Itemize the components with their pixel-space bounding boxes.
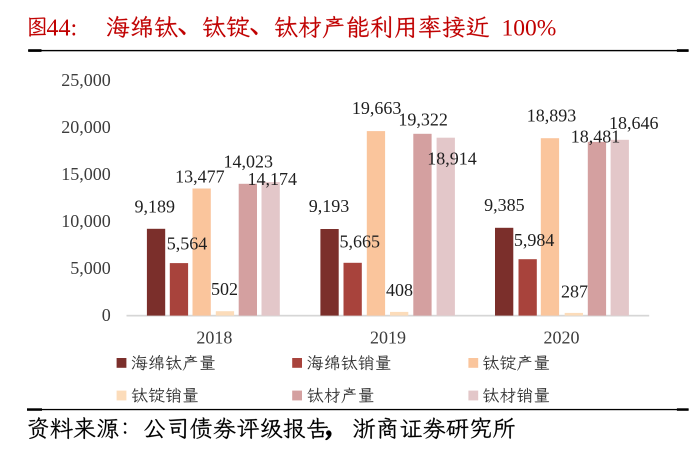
svg-text:14,023: 14,023 bbox=[223, 152, 273, 172]
svg-text:15,000: 15,000 bbox=[61, 164, 111, 184]
svg-text:100%: 100% bbox=[502, 16, 557, 42]
svg-text:9,193: 9,193 bbox=[309, 196, 350, 216]
svg-text:18,481: 18,481 bbox=[571, 127, 621, 147]
svg-text:408: 408 bbox=[386, 280, 413, 300]
svg-text:2019: 2019 bbox=[370, 327, 406, 347]
svg-text:13,477: 13,477 bbox=[175, 166, 225, 186]
svg-text:502: 502 bbox=[211, 279, 238, 299]
svg-text:19,663: 19,663 bbox=[352, 98, 402, 118]
svg-text:5,984: 5,984 bbox=[514, 230, 555, 250]
svg-text:20,000: 20,000 bbox=[61, 117, 111, 137]
svg-text:25,000: 25,000 bbox=[61, 70, 111, 90]
svg-text:9,385: 9,385 bbox=[484, 195, 525, 215]
svg-text:18,914: 18,914 bbox=[427, 148, 477, 168]
svg-text:10,000: 10,000 bbox=[61, 211, 111, 231]
svg-text:18,646: 18,646 bbox=[609, 113, 659, 133]
svg-text:2018: 2018 bbox=[196, 327, 232, 347]
svg-text:18,893: 18,893 bbox=[527, 106, 577, 126]
svg-text:14,174: 14,174 bbox=[247, 169, 297, 189]
svg-text:287: 287 bbox=[561, 282, 588, 302]
svg-text:5,665: 5,665 bbox=[339, 231, 380, 251]
svg-text:0: 0 bbox=[102, 305, 111, 325]
svg-text:5,000: 5,000 bbox=[70, 258, 111, 278]
svg-text:9,189: 9,189 bbox=[134, 197, 175, 217]
svg-text:2020: 2020 bbox=[544, 327, 580, 347]
svg-text:19,322: 19,322 bbox=[398, 110, 448, 130]
svg-text:5,564: 5,564 bbox=[167, 234, 208, 254]
svg-text:44:: 44: bbox=[47, 16, 78, 42]
